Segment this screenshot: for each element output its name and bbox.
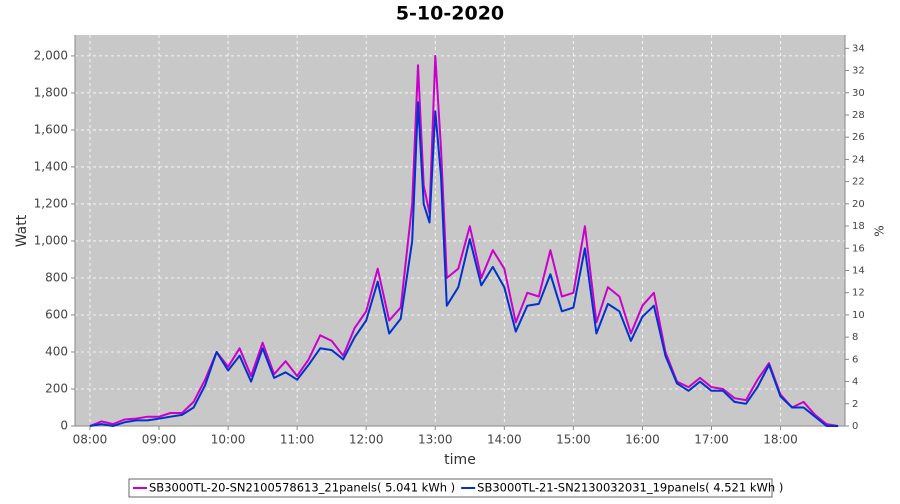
x-tick-label: 14:00 — [487, 433, 522, 447]
legend — [128, 478, 773, 498]
y2-tick-label: 28 — [852, 110, 865, 121]
y-tick-label: 1,400 — [34, 159, 68, 173]
x-tick-label: 16:00 — [625, 433, 660, 447]
x-tick-label: 10:00 — [211, 433, 246, 447]
y2-tick-label: 34 — [852, 43, 865, 54]
x-tick-label: 18:00 — [763, 433, 798, 447]
y2-tick-label: 26 — [852, 132, 865, 143]
y2-tick-label: 18 — [852, 221, 865, 232]
legend-label: SB3000TL-21-SN2130032031_19panels( 4.521… — [477, 481, 783, 495]
legend-label: SB3000TL-20-SN2100578613_21panels( 5.041… — [149, 481, 455, 495]
x-tick-label: 17:00 — [694, 433, 729, 447]
series-line — [89, 101, 839, 427]
y2-tick-label: 12 — [852, 288, 865, 299]
y2-tick-label: 2 — [852, 399, 858, 410]
y-tick-label: 1,600 — [34, 122, 68, 136]
x-tick-label: 15:00 — [556, 433, 591, 447]
x-tick-label: 08:00 — [73, 433, 108, 447]
x-tick-label: 11:00 — [280, 433, 315, 447]
y2-tick-label: 14 — [852, 265, 865, 276]
y2-axis-label: % — [873, 225, 887, 236]
y2-tick-label: 4 — [852, 377, 858, 388]
x-tick-label: 13:00 — [418, 433, 453, 447]
y-tick-label: 2,000 — [34, 48, 68, 62]
y2-tick-label: 32 — [852, 66, 865, 77]
y2-tick-label: 6 — [852, 354, 858, 365]
x-tick-label: 09:00 — [142, 433, 177, 447]
x-tick-label: 12:00 — [349, 433, 384, 447]
y2-tick-label: 10 — [852, 310, 865, 321]
y-axis-label: Watt — [14, 214, 30, 247]
y-tick-label: 0 — [60, 419, 68, 433]
y-tick-label: 200 — [45, 381, 68, 395]
y2-tick-label: 16 — [852, 243, 865, 254]
y2-tick-label: 8 — [852, 332, 858, 343]
y2-tick-label: 0 — [852, 421, 858, 432]
y2-tick-label: 30 — [852, 88, 865, 99]
plot-area — [75, 35, 845, 426]
y-tick-label: 800 — [45, 270, 68, 284]
y2-tick-label: 24 — [852, 154, 865, 165]
y2-tick-label: 20 — [852, 199, 865, 210]
y-tick-label: 1,000 — [34, 233, 68, 247]
chart-title: 5-10-2020 — [396, 3, 504, 25]
x-axis-label: time — [444, 452, 476, 468]
y-tick-label: 600 — [45, 307, 68, 321]
y-tick-label: 1,800 — [34, 85, 68, 99]
y2-tick-label: 22 — [852, 177, 865, 188]
y-tick-label: 400 — [45, 344, 68, 358]
y-tick-label: 1,200 — [34, 196, 68, 210]
